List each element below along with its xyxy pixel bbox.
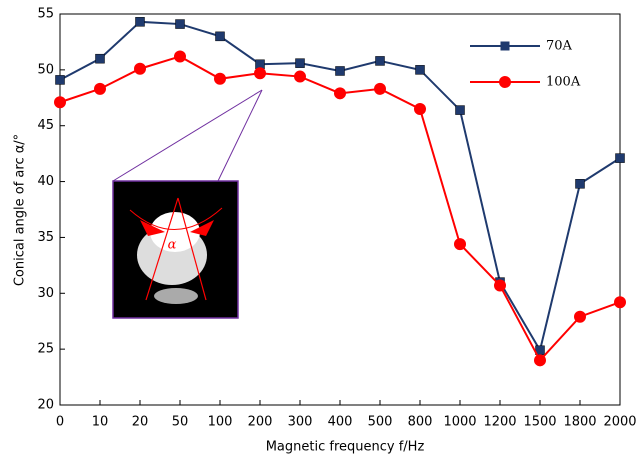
- x-tick-label: 100: [208, 415, 233, 430]
- point: [335, 66, 345, 76]
- point: [414, 102, 426, 115]
- x-tick-label: 0: [56, 415, 64, 430]
- x-tick-label: 1200: [483, 415, 516, 430]
- point: [454, 238, 466, 251]
- point: [575, 179, 585, 189]
- legend-label: 70A: [546, 39, 573, 54]
- point: [55, 75, 65, 85]
- x-tick-label: 200: [248, 415, 273, 430]
- x-tick-label: 2000: [603, 415, 636, 430]
- legend-marker: [500, 41, 510, 51]
- point: [614, 296, 626, 309]
- point: [54, 96, 66, 109]
- point: [574, 310, 586, 323]
- y-tick-label: 45: [37, 118, 54, 133]
- y-axis-label: Conical angle of arc α/°: [13, 134, 28, 286]
- cone-line: [145, 197, 179, 301]
- x-tick-label: 1000: [443, 415, 476, 430]
- point: [294, 70, 306, 83]
- inset-pointer: [112, 89, 263, 182]
- point: [94, 82, 106, 95]
- y-tick-label: 50: [37, 62, 54, 77]
- x-tick-label: 50: [172, 415, 189, 430]
- x-tick-label: 1800: [563, 415, 596, 430]
- x-tick-label: 400: [328, 415, 353, 430]
- x-axis-label: Magnetic frequency f/Hz: [266, 440, 425, 455]
- point: [455, 105, 465, 115]
- arc-pool: [154, 288, 198, 304]
- point: [295, 58, 305, 68]
- x-tick-label: 1500: [523, 415, 556, 430]
- y-tick-label: 35: [37, 230, 54, 245]
- y-tick-label: 25: [37, 342, 54, 357]
- point: [534, 354, 546, 367]
- y-tick-label: 30: [37, 286, 54, 301]
- x-tick-label: 20: [132, 415, 149, 430]
- point: [174, 50, 186, 63]
- y-tick-label: 40: [37, 174, 54, 189]
- inset-pointer: [217, 89, 263, 182]
- x-tick-label: 800: [408, 415, 433, 430]
- point: [415, 65, 425, 75]
- point: [175, 19, 185, 29]
- point: [374, 82, 386, 95]
- x-tick-label: 300: [288, 415, 313, 430]
- x-tick-label: 10: [92, 415, 109, 430]
- arc-core: [150, 212, 200, 252]
- legend-marker: [499, 76, 511, 88]
- point: [214, 72, 226, 85]
- point: [334, 87, 346, 100]
- legend-label: 100A: [546, 75, 581, 90]
- point: [254, 67, 266, 80]
- point: [494, 279, 506, 292]
- point: [134, 62, 146, 75]
- point: [215, 31, 225, 42]
- cone-line: [177, 197, 207, 301]
- point: [95, 53, 105, 64]
- point: [135, 17, 145, 27]
- inset: α: [112, 89, 263, 319]
- y-tick-label: 55: [37, 7, 54, 22]
- point: [375, 56, 385, 66]
- point: [615, 153, 625, 163]
- angle-arc: [129, 207, 223, 230]
- arrows: [140, 220, 214, 236]
- y-tick-label: 20: [37, 398, 54, 413]
- x-tick-label: 500: [368, 415, 393, 430]
- inset-label: α: [168, 238, 177, 253]
